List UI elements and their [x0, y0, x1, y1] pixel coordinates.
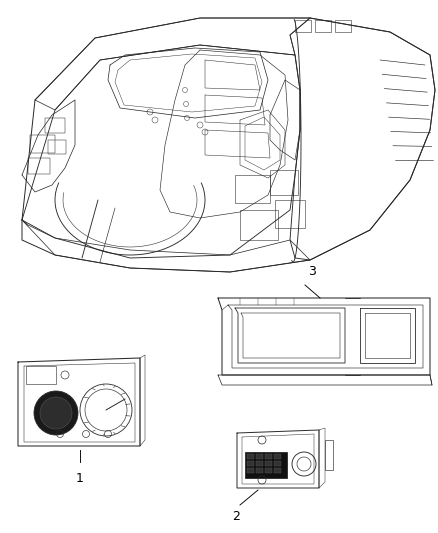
Circle shape — [85, 389, 127, 431]
Bar — [235, 175, 270, 203]
Bar — [274, 468, 281, 473]
Bar — [240, 210, 278, 240]
Bar — [256, 454, 263, 459]
Bar — [325, 440, 333, 470]
Text: 3: 3 — [308, 265, 316, 278]
Bar — [256, 468, 263, 473]
Bar — [28, 158, 50, 174]
Bar — [247, 461, 254, 466]
Circle shape — [80, 384, 132, 436]
Bar — [265, 468, 272, 473]
Bar — [315, 20, 331, 32]
Bar — [30, 135, 55, 153]
Text: 1: 1 — [76, 472, 84, 485]
Text: 2: 2 — [232, 510, 240, 523]
Bar — [48, 140, 66, 154]
Bar — [265, 461, 272, 466]
Bar — [45, 118, 65, 133]
Circle shape — [292, 452, 316, 476]
Bar — [335, 20, 351, 32]
Bar — [247, 454, 254, 459]
Bar — [245, 452, 287, 478]
Bar — [256, 461, 263, 466]
Bar — [265, 454, 272, 459]
Bar — [274, 454, 281, 459]
Bar — [26, 366, 56, 384]
Bar — [295, 20, 311, 32]
Bar — [275, 200, 305, 228]
Circle shape — [34, 391, 78, 435]
Circle shape — [40, 397, 72, 429]
Bar — [274, 461, 281, 466]
Bar — [247, 468, 254, 473]
Bar — [270, 170, 298, 195]
